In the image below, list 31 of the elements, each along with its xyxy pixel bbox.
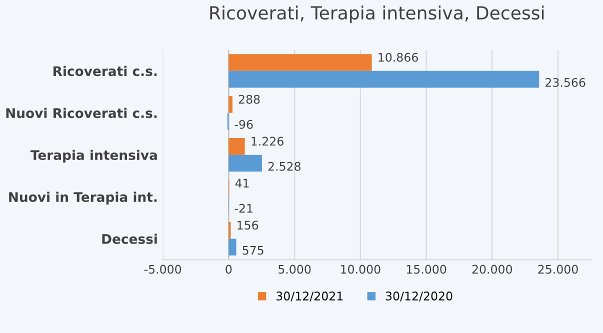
data-label: 1.226 [252,136,284,146]
data-label: -96 [234,120,253,129]
bar [228,154,262,172]
y-tick-label: Nuovi in Terapia int. [9,192,157,205]
y-tick-label: Nuovi Ricoverati c.s. [6,108,157,118]
x-tick-label: 0 [226,264,232,274]
bar [228,96,232,113]
x-tick-label: -5.000 [144,264,182,274]
data-label: 23.566 [546,78,586,87]
bar [228,238,236,256]
data-label: 156 [238,220,258,230]
data-label: 2.528 [268,162,301,171]
data-label: 288 [238,94,260,104]
bar [228,138,245,155]
bar [228,54,372,71]
bar [228,70,540,88]
x-tick-label: 5.000 [278,264,311,274]
x-tick-label: 25.000 [538,264,578,274]
x-tick-label: 15.000 [406,264,446,274]
data-label: 575 [242,246,264,255]
x-tick-label: 20.000 [472,264,512,274]
data-label: 10.866 [378,52,418,62]
x-tick-label: 10.000 [341,264,380,274]
data-label: 41 [235,178,249,188]
legend-label: 30/12/2020 [386,292,452,302]
chart-title: Ricoverati, Terapia intensiva, Decessi [210,6,544,24]
legend-label: 30/12/2021 [276,292,343,302]
y-tick-label: Terapia intensiva [30,150,157,163]
data-label: -21 [234,204,252,213]
y-tick-label: Decessi [102,234,157,244]
y-tick-label: Ricoverati c.s. [54,66,157,76]
